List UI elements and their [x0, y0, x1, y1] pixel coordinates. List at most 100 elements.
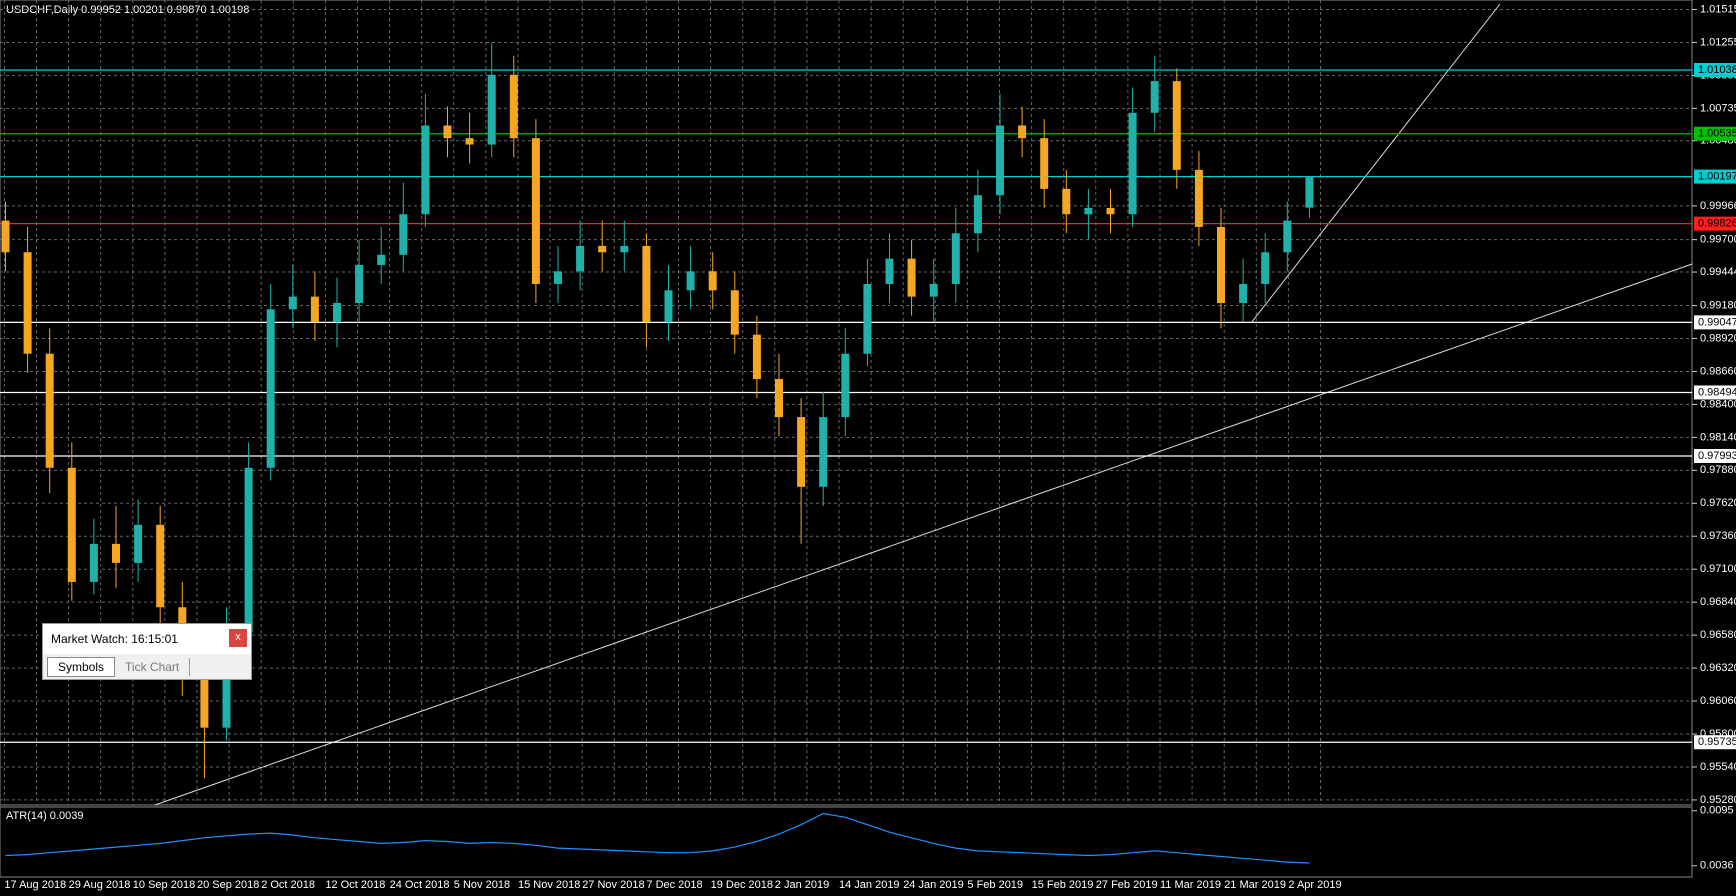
x-tick-label: 2 Jan 2019 — [775, 879, 829, 891]
level-label: 1.00535 — [1698, 128, 1736, 140]
candle-body — [465, 138, 474, 145]
y-tick-label: 0.99700 — [1700, 234, 1736, 246]
level-label-box — [1694, 216, 1736, 231]
y-tick-label: 0.98140 — [1700, 431, 1736, 443]
x-tick-label: 5 Nov 2018 — [454, 879, 510, 891]
x-tick-label: 27 Nov 2018 — [582, 879, 644, 891]
y-tick-label: 0.98920 — [1700, 332, 1736, 344]
candle-body — [554, 271, 562, 284]
y-tick-label: 0.97100 — [1700, 563, 1736, 575]
x-tick-label: 24 Oct 2018 — [390, 879, 450, 891]
atr-panel — [0, 806, 1693, 878]
candle-body — [1062, 188, 1071, 215]
candle-body — [23, 252, 32, 354]
candle-body — [708, 271, 717, 291]
candle-body — [907, 258, 916, 297]
candle-body — [134, 524, 143, 563]
candle-body — [112, 543, 120, 563]
level-label: 0.98494 — [1698, 386, 1736, 398]
level-label-box — [1694, 315, 1736, 330]
y-tick-label: 1.01255 — [1700, 36, 1736, 48]
candle-body — [222, 632, 231, 728]
level-label-box — [1694, 735, 1736, 750]
candle-body — [89, 543, 98, 582]
candle-body — [752, 334, 761, 380]
x-tick-label: 17 Aug 2018 — [4, 879, 66, 891]
candle-body — [156, 524, 165, 608]
candle-body — [244, 467, 253, 633]
x-tick-label: 2 Oct 2018 — [261, 879, 315, 891]
candle-body — [1172, 81, 1181, 170]
x-tick-label: 21 Mar 2019 — [1224, 879, 1286, 891]
candle-body — [576, 245, 585, 272]
candle-body — [1128, 112, 1137, 215]
trend-line — [154, 263, 1693, 806]
candle-body — [200, 676, 209, 728]
candle-body — [797, 417, 806, 487]
close-button[interactable]: x — [229, 629, 247, 647]
atr-line — [5, 812, 1310, 864]
x-tick-label: 20 Sep 2018 — [197, 879, 259, 891]
y-tick-label: 0.96840 — [1700, 596, 1736, 608]
tab[interactable]: Symbols — [47, 656, 116, 677]
x-tick-label: 5 Feb 2019 — [967, 879, 1023, 891]
x-tick-label: 10 Sep 2018 — [133, 879, 195, 891]
y-tick-label: 0.98660 — [1700, 365, 1736, 377]
candle-body — [730, 290, 739, 335]
x-tick-label: 15 Nov 2018 — [518, 879, 580, 891]
y-tick-label: 0.99180 — [1700, 299, 1736, 311]
atr-y-tick-label: 0.0095 — [1700, 805, 1734, 817]
candle-body — [841, 353, 850, 418]
candle-body — [266, 309, 275, 468]
y-tick-label: 1.00735 — [1700, 102, 1736, 114]
candle-body — [377, 254, 386, 265]
level-label: 0.95735 — [1698, 736, 1736, 748]
y-tick-label: 0.98400 — [1700, 398, 1736, 410]
y-tick-label: 0.99444 — [1700, 266, 1736, 278]
candle-body — [509, 74, 518, 139]
candle-body — [686, 271, 695, 291]
x-tick-label: 24 Jan 2019 — [903, 879, 964, 891]
x-tick-label: 11 Mar 2019 — [1160, 879, 1221, 891]
level-label-box — [1694, 62, 1736, 77]
x-tick-label: 7 Dec 2018 — [646, 879, 702, 891]
x-tick-label: 15 Feb 2019 — [1032, 879, 1094, 891]
candle-body — [1261, 252, 1270, 284]
atr-title: ATR(14) 0.0039 — [6, 810, 83, 822]
candle-body — [1018, 125, 1027, 139]
x-tick-label: 12 Oct 2018 — [325, 879, 385, 891]
trend-line — [1250, 3, 1501, 324]
candle-body — [1040, 138, 1049, 189]
tab[interactable]: Tick Chart — [115, 657, 191, 676]
y-tick-label: 0.95540 — [1700, 761, 1736, 773]
x-tick-label: 14 Jan 2019 — [839, 879, 900, 891]
candle-body — [1106, 207, 1115, 215]
level-label: 0.99047 — [1698, 316, 1736, 328]
x-tick-label: 27 Feb 2019 — [1096, 879, 1158, 891]
candle-body — [1217, 226, 1225, 303]
candle-body — [310, 296, 319, 322]
candle-body — [443, 125, 452, 139]
candle-body — [1283, 220, 1292, 253]
candle-body — [487, 74, 496, 145]
level-label: 0.97993 — [1698, 450, 1736, 462]
y-tick-label: 0.96060 — [1700, 695, 1736, 707]
level-label-box — [1694, 448, 1736, 463]
candle-body — [863, 283, 872, 354]
y-tick-label: 0.97360 — [1700, 530, 1736, 542]
y-tick-label: 0.95280 — [1700, 794, 1736, 806]
candle-body — [1305, 176, 1314, 208]
candle-body — [45, 353, 54, 468]
candle-body — [642, 245, 651, 322]
y-tick-label: 0.96320 — [1700, 662, 1736, 674]
candle-body — [531, 138, 540, 284]
price-panel — [0, 0, 1693, 806]
level-label-box — [1694, 126, 1736, 141]
level-label: 0.99826 — [1698, 218, 1736, 230]
atr-y-tick-label: 0.0036 — [1700, 860, 1734, 872]
candle-body — [333, 302, 341, 322]
y-tick-label: 0.97620 — [1700, 497, 1736, 509]
candle-body — [421, 125, 430, 215]
